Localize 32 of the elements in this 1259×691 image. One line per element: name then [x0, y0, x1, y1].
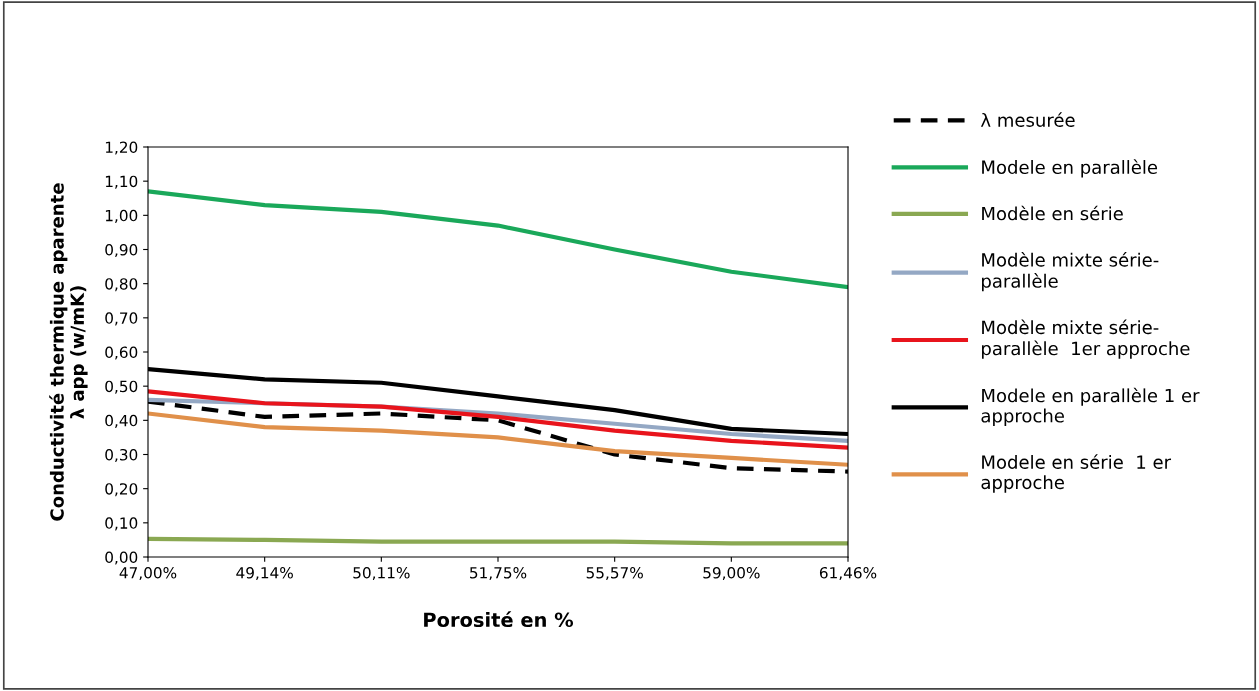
legend-label: Modèle en série: [982, 205, 1123, 221]
y-tick-label: 0,80: [105, 278, 138, 292]
line-series: [148, 411, 848, 467]
x-tick-label: 47,00%: [119, 566, 177, 581]
y-tick-label: 0,70: [105, 312, 138, 326]
x-tick-label: 50,11%: [353, 566, 410, 581]
y-tick-label: 1,20: [105, 141, 138, 155]
legend-label: Modèle mixte série- parallèle 1er approche: [982, 319, 1190, 359]
legend-label: Modèle mixte série- parallèle: [982, 252, 1159, 292]
x-tick-label: 49,14%: [236, 566, 293, 581]
x-tick-label: 59,00%: [703, 566, 760, 581]
line-series: [148, 389, 848, 450]
x-axis-title: Porosité en %: [424, 611, 574, 628]
y-tick-label: 1,10: [105, 175, 138, 189]
line-series: [148, 189, 848, 290]
y-tick-label: 0,10: [105, 517, 138, 531]
y-tick-label: 0,60: [105, 346, 138, 360]
legend-label: Modele en série 1 er approche: [981, 454, 1172, 493]
legend-label: Modele en parallèle 1 er approche: [981, 387, 1200, 427]
legend-label: λ mesurée: [980, 112, 1075, 127]
x-tick-label: 51,75%: [470, 566, 527, 581]
y-tick-label: 0,40: [105, 414, 138, 428]
y-tick-label: 0,90: [105, 243, 138, 258]
y-tick-label: 0,50: [105, 380, 138, 394]
y-tick-label: 0,30: [105, 448, 138, 463]
y-tick-label: 0,00: [105, 551, 138, 565]
x-tick-label: 55,57%: [586, 566, 643, 581]
y-tick-label: 0,20: [105, 483, 138, 497]
y-tick-label: 1,00: [105, 209, 138, 223]
y-axis-title: Conductivité thermique aparente λ app (w/mK): [49, 183, 88, 521]
legend-label: Modele en parallèle: [982, 159, 1158, 178]
x-tick-label: 61,46%: [819, 566, 877, 581]
